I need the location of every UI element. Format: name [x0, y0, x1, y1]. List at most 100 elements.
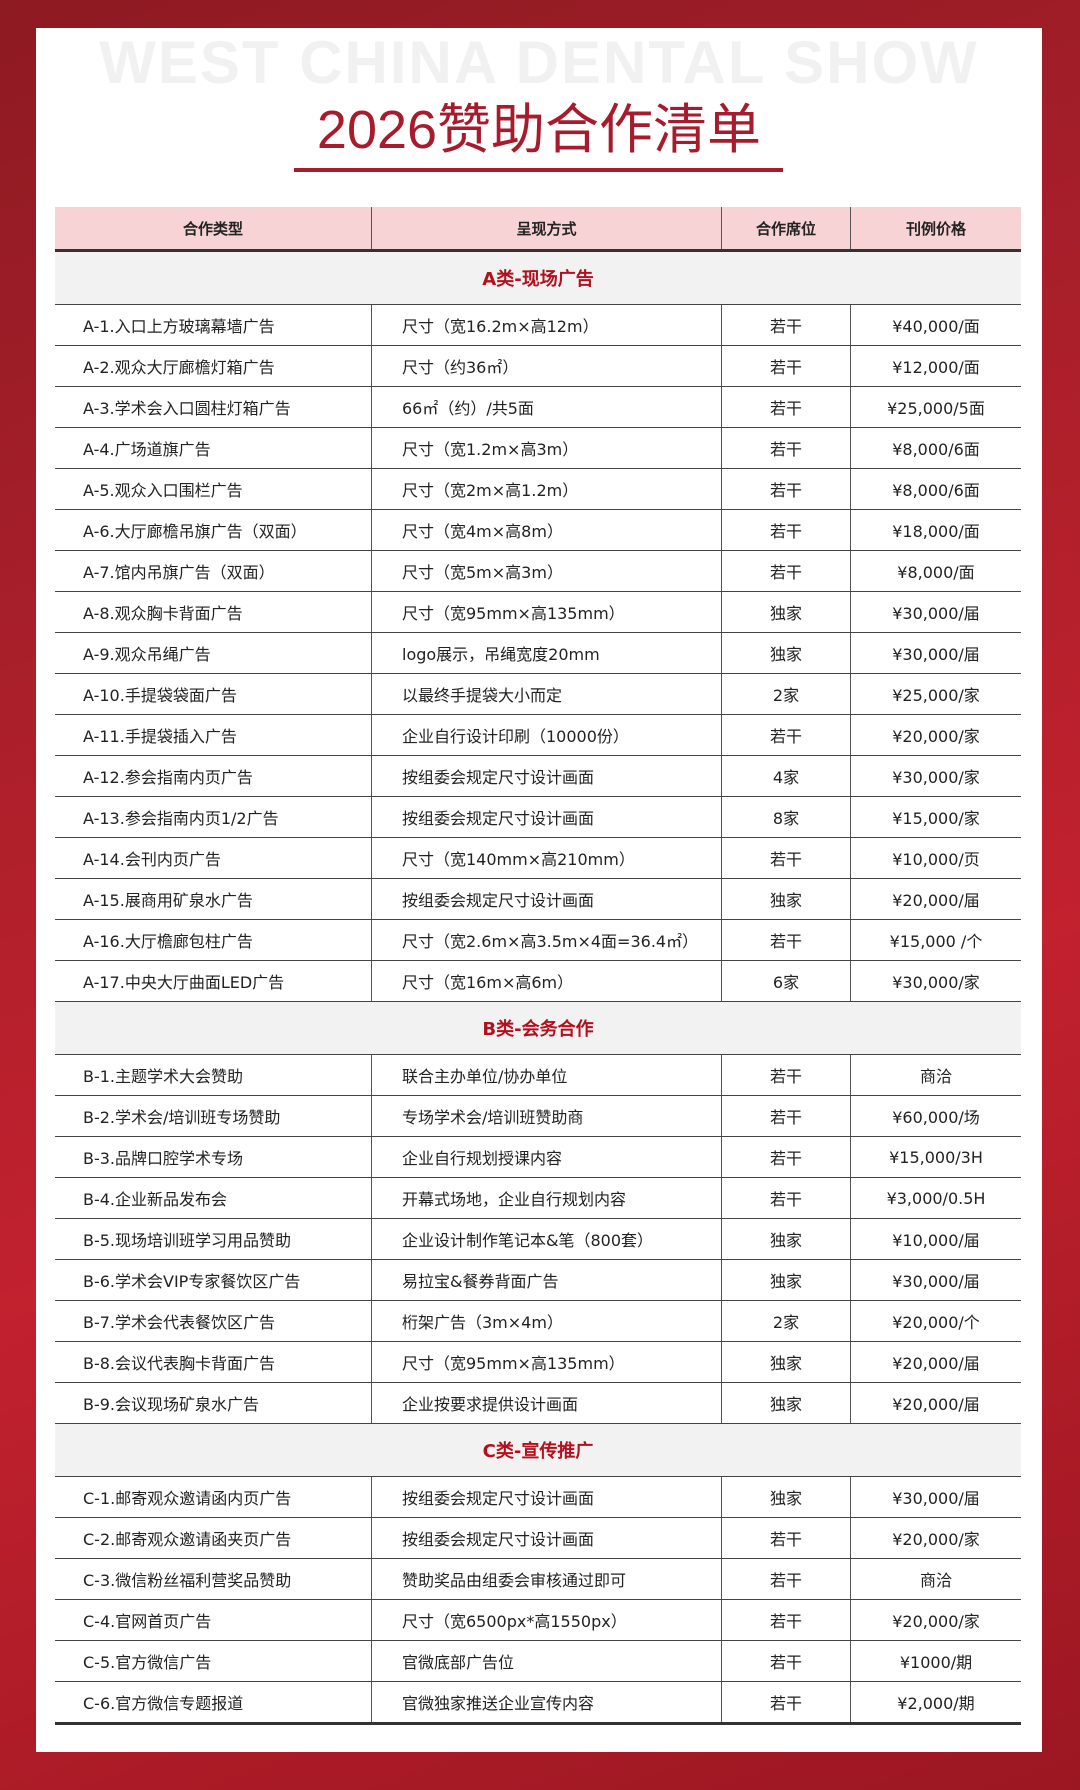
cell-method: 企业设计制作笔记本&笔（800套） — [371, 1218, 722, 1260]
cell-method: 官微底部广告位 — [371, 1640, 722, 1682]
cell-seats: 若干 — [721, 386, 851, 428]
cell-type: A-16.大厅檐廊包柱广告 — [55, 919, 372, 961]
cell-type: A-14.会刊内页广告 — [55, 837, 372, 879]
cell-price: ¥10,000/页 — [850, 837, 1021, 879]
cell-method: 尺寸（宽95mm×高135mm） — [371, 591, 722, 633]
cell-type: C-5.官方微信广告 — [55, 1640, 372, 1682]
cell-price: ¥30,000/家 — [850, 755, 1021, 797]
cell-price: ¥15,000 /个 — [850, 919, 1021, 961]
cell-price: ¥20,000/届 — [850, 1341, 1021, 1383]
cell-price: ¥3,000/0.5H — [850, 1177, 1021, 1219]
table-row: B-9.会议现场矿泉水广告 企业按要求提供设计画面 独家 ¥20,000/届 — [55, 1382, 1021, 1424]
table-row: C-5.官方微信广告 官微底部广告位 若干 ¥1000/期 — [55, 1640, 1021, 1682]
cell-method: 官微独家推送企业宣传内容 — [371, 1681, 722, 1725]
table-row: B-6.学术会VIP专家餐饮区广告 易拉宝&餐券背面广告 独家 ¥30,000/届 — [55, 1259, 1021, 1301]
cell-method: 66㎡（约）/共5面 — [371, 386, 722, 428]
cell-method: 尺寸（宽6500px*高1550px） — [371, 1599, 722, 1641]
cell-method: 按组委会规定尺寸设计画面 — [371, 796, 722, 838]
cell-type: C-2.邮寄观众邀请函夹页广告 — [55, 1517, 372, 1559]
table-row: A-3.学术会入口圆柱灯箱广告 66㎡（约）/共5面 若干 ¥25,000/5面 — [55, 386, 1021, 428]
cell-method: 易拉宝&餐券背面广告 — [371, 1259, 722, 1301]
cell-method: 按组委会规定尺寸设计画面 — [371, 755, 722, 797]
table-row: A-7.馆内吊旗广告（双面） 尺寸（宽5m×高3m） 若干 ¥8,000/面 — [55, 550, 1021, 592]
section-title: B类-会务合作 — [55, 1001, 1021, 1055]
cell-price: ¥20,000/家 — [850, 1517, 1021, 1559]
cell-seats: 若干 — [721, 345, 851, 387]
cell-method: 企业自行设计印刷（10000份） — [371, 714, 722, 756]
cell-seats: 若干 — [721, 1177, 851, 1219]
table-row: C-3.微信粉丝福利营奖品赞助 赞助奖品由组委会审核通过即可 若干 商洽 — [55, 1558, 1021, 1600]
cell-price: ¥12,000/面 — [850, 345, 1021, 387]
section-header: A类-现场广告 — [55, 250, 1021, 305]
cell-price: ¥20,000/家 — [850, 714, 1021, 756]
cell-method: 尺寸（宽2.6m×高3.5m×4面=36.4㎡） — [371, 919, 722, 961]
cell-price: ¥2,000/期 — [850, 1681, 1021, 1725]
cell-price: ¥8,000/6面 — [850, 468, 1021, 510]
cell-price: ¥25,000/家 — [850, 673, 1021, 715]
cell-type: A-4.广场道旗广告 — [55, 427, 372, 469]
header-seats: 合作席位 — [721, 207, 851, 252]
cell-price: ¥30,000/届 — [850, 1476, 1021, 1518]
section-header: C类-宣传推广 — [55, 1423, 1021, 1477]
cell-type: A-6.大厅廊檐吊旗广告（双面） — [55, 509, 372, 551]
cell-seats: 若干 — [721, 304, 851, 346]
cell-seats: 2家 — [721, 1300, 851, 1342]
cell-type: B-8.会议代表胸卡背面广告 — [55, 1341, 372, 1383]
cell-type: B-7.学术会代表餐饮区广告 — [55, 1300, 372, 1342]
table-row: A-14.会刊内页广告 尺寸（宽140mm×高210mm） 若干 ¥10,000/页 — [55, 837, 1021, 879]
cell-type: A-5.观众入口围栏广告 — [55, 468, 372, 510]
cell-seats: 若干 — [721, 1054, 851, 1096]
cell-type: A-11.手提袋插入广告 — [55, 714, 372, 756]
table-row: C-4.官网首页广告 尺寸（宽6500px*高1550px） 若干 ¥20,000/家 — [55, 1599, 1021, 1641]
cell-seats: 若干 — [721, 1681, 851, 1725]
header-method: 呈现方式 — [371, 207, 722, 252]
cell-type: C-3.微信粉丝福利营奖品赞助 — [55, 1558, 372, 1600]
cell-seats: 若干 — [721, 1599, 851, 1641]
cell-type: A-3.学术会入口圆柱灯箱广告 — [55, 386, 372, 428]
cell-seats: 独家 — [721, 1259, 851, 1301]
table-row: A-11.手提袋插入广告 企业自行设计印刷（10000份） 若干 ¥20,000/家 — [55, 714, 1021, 756]
cell-type: A-9.观众吊绳广告 — [55, 632, 372, 674]
cell-price: ¥20,000/家 — [850, 1599, 1021, 1641]
table-row: A-10.手提袋袋面广告 以最终手提袋大小而定 2家 ¥25,000/家 — [55, 673, 1021, 715]
cell-seats: 若干 — [721, 1558, 851, 1600]
cell-method: 尺寸（约36㎡） — [371, 345, 722, 387]
cell-type: C-6.官方微信专题报道 — [55, 1681, 372, 1725]
cell-method: 开幕式场地，企业自行规划内容 — [371, 1177, 722, 1219]
cell-price: ¥30,000/届 — [850, 1259, 1021, 1301]
cell-seats: 独家 — [721, 1476, 851, 1518]
price-list-card: WEST CHINA DENTAL SHOW 2026赞助合作清单 合作类型 呈… — [36, 28, 1042, 1752]
cell-seats: 若干 — [721, 837, 851, 879]
cell-method: 尺寸（宽4m×高8m） — [371, 509, 722, 551]
header-type: 合作类型 — [55, 207, 372, 252]
section-title: C类-宣传推广 — [55, 1423, 1021, 1477]
cell-seats: 8家 — [721, 796, 851, 838]
cell-method: 尺寸（宽1.2m×高3m） — [371, 427, 722, 469]
cell-seats: 独家 — [721, 878, 851, 920]
cell-method: 按组委会规定尺寸设计画面 — [371, 1517, 722, 1559]
cell-type: A-8.观众胸卡背面广告 — [55, 591, 372, 633]
title-underline — [294, 168, 783, 172]
cell-method: 企业按要求提供设计画面 — [371, 1382, 722, 1424]
cell-seats: 独家 — [721, 1341, 851, 1383]
sponsorship-table: 合作类型 呈现方式 合作席位 刊例价格 A类-现场广告 A-1.入口上方玻璃幕墙广… — [55, 207, 1021, 1725]
cell-seats: 若干 — [721, 468, 851, 510]
table-row: A-16.大厅檐廊包柱广告 尺寸（宽2.6m×高3.5m×4面=36.4㎡） 若干 ¥… — [55, 919, 1021, 961]
cell-method: 联合主办单位/协办单位 — [371, 1054, 722, 1096]
table-row: B-3.品牌口腔学术专场 企业自行规划授课内容 若干 ¥15,000/3H — [55, 1136, 1021, 1178]
cell-seats: 若干 — [721, 1136, 851, 1178]
section-header: B类-会务合作 — [55, 1001, 1021, 1055]
cell-price: 商洽 — [850, 1558, 1021, 1600]
cell-method: 尺寸（宽140mm×高210mm） — [371, 837, 722, 879]
cell-method: 尺寸（宽16m×高6m） — [371, 960, 722, 1002]
cell-method: logo展示，吊绳宽度20mm — [371, 632, 722, 674]
table-row: A-12.参会指南内页广告 按组委会规定尺寸设计画面 4家 ¥30,000/家 — [55, 755, 1021, 797]
table-row: B-1.主题学术大会赞助 联合主办单位/协办单位 若干 商洽 — [55, 1054, 1021, 1096]
table-row: A-5.观众入口围栏广告 尺寸（宽2m×高1.2m） 若干 ¥8,000/6面 — [55, 468, 1021, 510]
cell-method: 桁架广告（3m×4m） — [371, 1300, 722, 1342]
table-row: A-8.观众胸卡背面广告 尺寸（宽95mm×高135mm） 独家 ¥30,000/届 — [55, 591, 1021, 633]
table-body: A类-现场广告 A-1.入口上方玻璃幕墙广告 尺寸（宽16.2m×高12m） 若干 ¥4… — [55, 250, 1021, 1725]
table-row: B-7.学术会代表餐饮区广告 桁架广告（3m×4m） 2家 ¥20,000/个 — [55, 1300, 1021, 1342]
table-row: A-13.参会指南内页1/2广告 按组委会规定尺寸设计画面 8家 ¥15,000/家 — [55, 796, 1021, 838]
cell-seats: 独家 — [721, 591, 851, 633]
